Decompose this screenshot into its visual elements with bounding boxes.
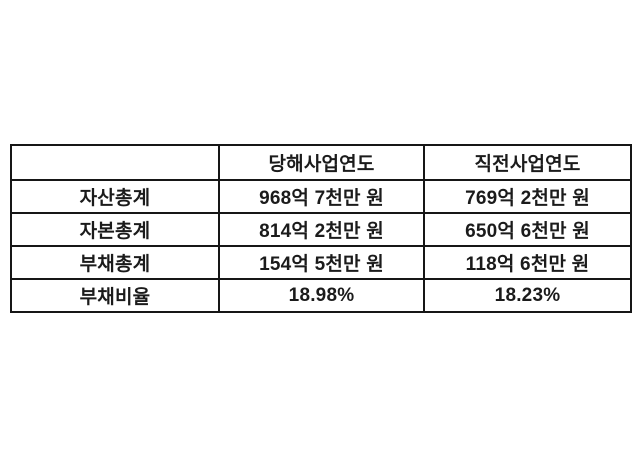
table-header: 당해사업연도 직전사업연도 — [10, 144, 632, 181]
value-previous-year: 118억 6천만 원 — [423, 245, 632, 280]
header-row: 당해사업연도 직전사업연도 — [10, 144, 632, 181]
table-row-total-liabilities: 부채총계 154억 5천만 원 118억 6천만 원 — [10, 245, 632, 280]
table-row-total-equity: 자본총계 814억 2천만 원 650억 6천만 원 — [10, 212, 632, 247]
row-label: 부채총계 — [10, 245, 220, 280]
row-label: 자산총계 — [10, 179, 220, 214]
header-cell-current-year: 당해사업연도 — [218, 144, 425, 181]
row-label: 부채비율 — [10, 278, 220, 313]
row-label: 자본총계 — [10, 212, 220, 247]
value-current-year: 18.98% — [218, 278, 425, 313]
table-row-debt-ratio: 부채비율 18.98% 18.23% — [10, 278, 632, 313]
financial-summary-table: 당해사업연도 직전사업연도 자산총계 968억 7천만 원 769억 2천만 원… — [10, 144, 632, 313]
value-current-year: 814억 2천만 원 — [218, 212, 425, 247]
value-previous-year: 650억 6천만 원 — [423, 212, 632, 247]
header-cell-previous-year: 직전사업연도 — [423, 144, 632, 181]
table-row-total-assets: 자산총계 968억 7천만 원 769억 2천만 원 — [10, 179, 632, 214]
value-previous-year: 18.23% — [423, 278, 632, 313]
value-previous-year: 769억 2천만 원 — [423, 179, 632, 214]
table-body: 자산총계 968억 7천만 원 769억 2천만 원 자본총계 814억 2천만… — [10, 179, 632, 313]
header-cell-empty — [10, 144, 220, 181]
value-current-year: 154억 5천만 원 — [218, 245, 425, 280]
value-current-year: 968억 7천만 원 — [218, 179, 425, 214]
